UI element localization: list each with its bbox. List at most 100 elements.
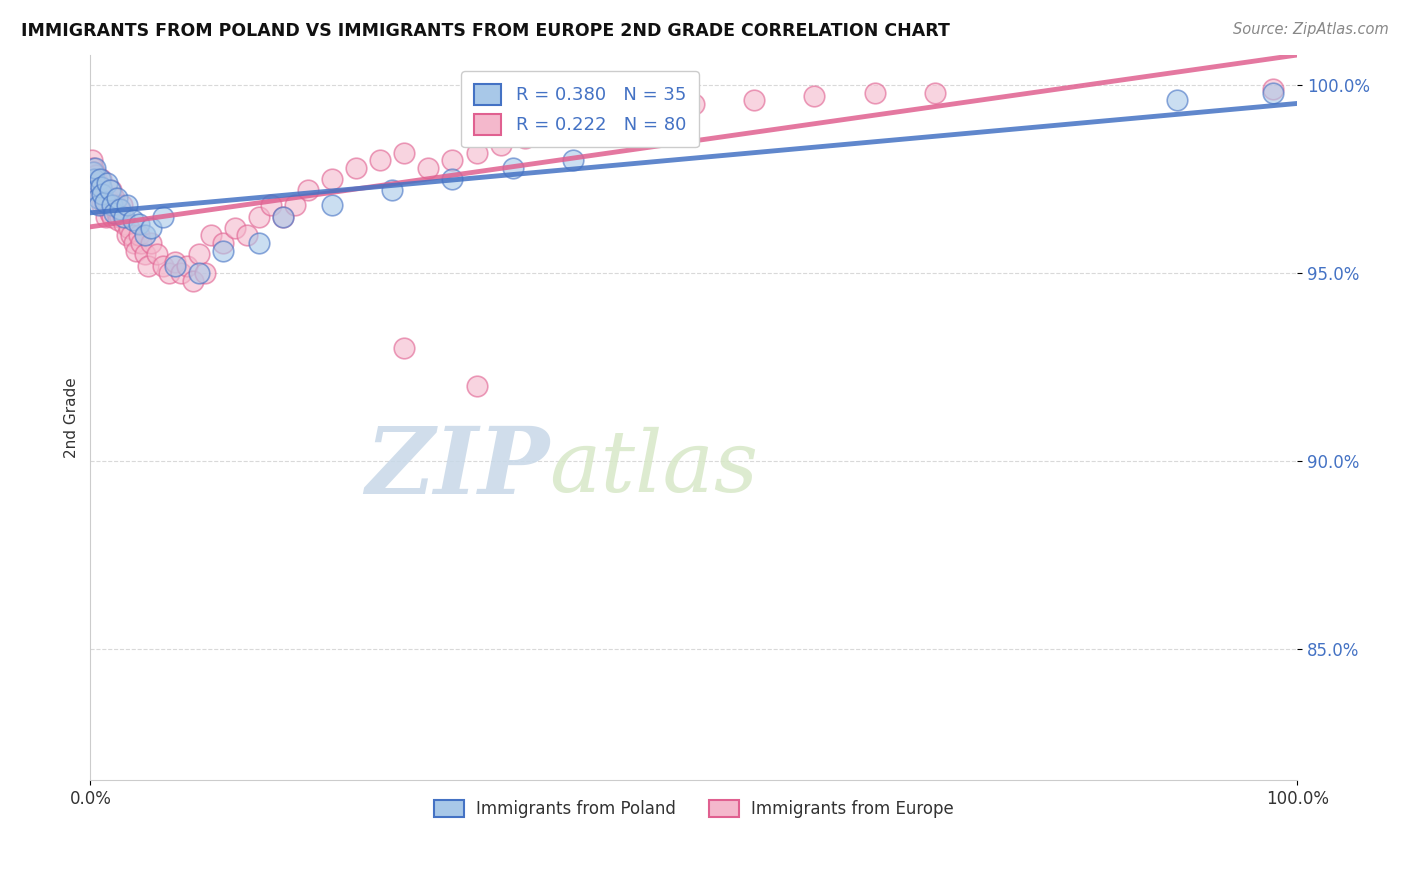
Point bbox=[86, 176, 108, 190]
Point bbox=[586, 108, 609, 122]
Point bbox=[112, 217, 135, 231]
Point bbox=[344, 161, 367, 175]
Point bbox=[924, 86, 946, 100]
Point bbox=[139, 221, 162, 235]
Point bbox=[101, 198, 124, 212]
Point bbox=[562, 153, 585, 168]
Point bbox=[98, 206, 121, 220]
Point bbox=[84, 172, 107, 186]
Point bbox=[181, 274, 204, 288]
Point bbox=[94, 198, 117, 212]
Point bbox=[83, 172, 105, 186]
Point bbox=[134, 247, 156, 261]
Point bbox=[176, 259, 198, 273]
Point bbox=[489, 138, 512, 153]
Point bbox=[392, 145, 415, 160]
Point bbox=[157, 266, 180, 280]
Point bbox=[89, 172, 111, 186]
Point bbox=[105, 191, 128, 205]
Point bbox=[128, 217, 150, 231]
Point bbox=[465, 378, 488, 392]
Point bbox=[118, 221, 141, 235]
Point bbox=[112, 210, 135, 224]
Point bbox=[247, 210, 270, 224]
Point bbox=[187, 247, 209, 261]
Point bbox=[247, 235, 270, 250]
Point bbox=[194, 266, 217, 280]
Point bbox=[103, 206, 125, 220]
Point bbox=[260, 198, 283, 212]
Point bbox=[284, 198, 307, 212]
Point bbox=[1261, 86, 1284, 100]
Point bbox=[86, 183, 108, 197]
Y-axis label: 2nd Grade: 2nd Grade bbox=[65, 377, 79, 458]
Point bbox=[134, 228, 156, 243]
Point bbox=[381, 183, 404, 197]
Point bbox=[80, 153, 103, 168]
Point bbox=[418, 161, 440, 175]
Point bbox=[139, 235, 162, 250]
Point bbox=[145, 247, 167, 261]
Point bbox=[96, 176, 118, 190]
Text: IMMIGRANTS FROM POLAND VS IMMIGRANTS FROM EUROPE 2ND GRADE CORRELATION CHART: IMMIGRANTS FROM POLAND VS IMMIGRANTS FRO… bbox=[21, 22, 950, 40]
Point bbox=[170, 266, 193, 280]
Point bbox=[105, 206, 128, 220]
Point bbox=[125, 244, 148, 258]
Legend: Immigrants from Poland, Immigrants from Europe: Immigrants from Poland, Immigrants from … bbox=[426, 791, 962, 826]
Point bbox=[90, 172, 112, 186]
Point bbox=[120, 228, 142, 243]
Point bbox=[94, 210, 117, 224]
Point bbox=[682, 97, 704, 112]
Point bbox=[100, 183, 122, 197]
Point bbox=[634, 108, 657, 122]
Point bbox=[87, 183, 110, 197]
Point bbox=[86, 169, 108, 183]
Point bbox=[115, 228, 138, 243]
Point bbox=[91, 187, 114, 202]
Point bbox=[742, 93, 765, 107]
Point bbox=[96, 191, 118, 205]
Point bbox=[121, 213, 143, 227]
Point bbox=[273, 210, 295, 224]
Point bbox=[110, 210, 132, 224]
Point bbox=[128, 228, 150, 243]
Point bbox=[90, 179, 112, 194]
Point bbox=[82, 164, 104, 178]
Point bbox=[87, 198, 110, 212]
Point bbox=[86, 191, 108, 205]
Text: Source: ZipAtlas.com: Source: ZipAtlas.com bbox=[1233, 22, 1389, 37]
Point bbox=[441, 153, 464, 168]
Point bbox=[82, 161, 104, 175]
Point bbox=[91, 183, 114, 197]
Point bbox=[115, 198, 138, 212]
Point bbox=[111, 198, 134, 212]
Point bbox=[98, 183, 121, 197]
Point bbox=[103, 191, 125, 205]
Point bbox=[86, 179, 108, 194]
Point bbox=[200, 228, 222, 243]
Point bbox=[89, 191, 111, 205]
Point bbox=[110, 202, 132, 217]
Point bbox=[392, 341, 415, 355]
Text: ZIP: ZIP bbox=[364, 424, 548, 514]
Point bbox=[103, 198, 125, 212]
Point bbox=[537, 123, 560, 137]
Point bbox=[129, 235, 152, 250]
Point bbox=[321, 172, 343, 186]
Point bbox=[122, 235, 145, 250]
Point bbox=[803, 89, 825, 103]
Text: atlas: atlas bbox=[548, 427, 758, 510]
Point bbox=[93, 191, 115, 205]
Point bbox=[136, 259, 159, 273]
Point bbox=[91, 198, 114, 212]
Point bbox=[163, 259, 186, 273]
Point bbox=[163, 254, 186, 268]
Point bbox=[107, 213, 129, 227]
Point bbox=[465, 145, 488, 160]
Point bbox=[152, 259, 174, 273]
Point bbox=[111, 210, 134, 224]
Point bbox=[441, 172, 464, 186]
Point bbox=[368, 153, 391, 168]
Point bbox=[212, 235, 235, 250]
Point bbox=[610, 116, 633, 130]
